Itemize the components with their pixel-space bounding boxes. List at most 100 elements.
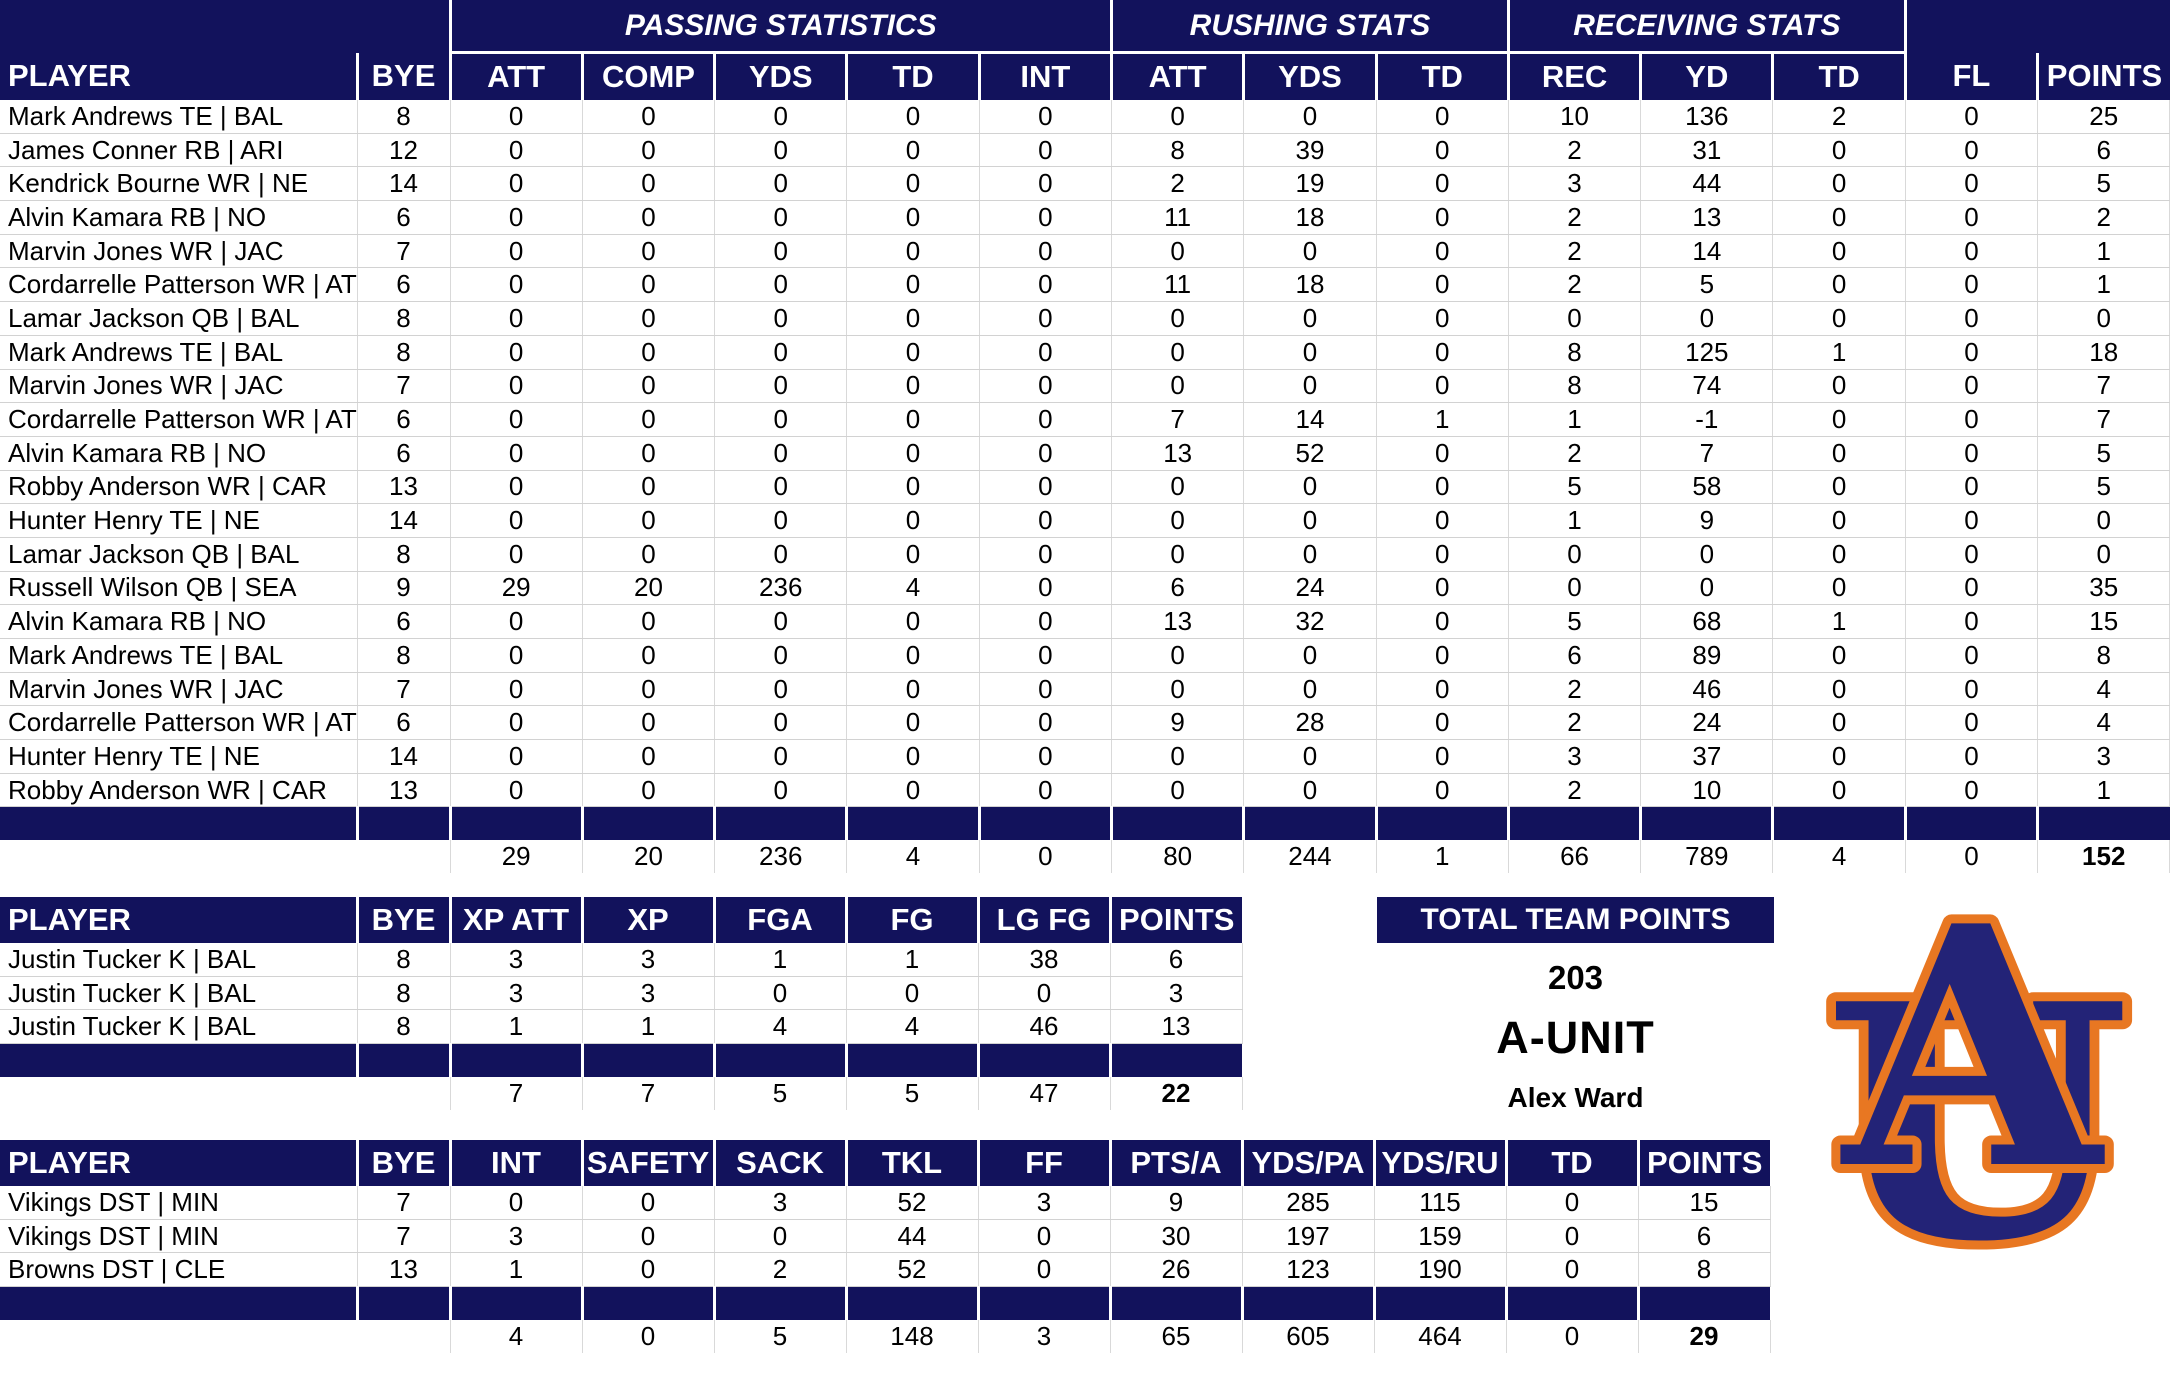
stat-cell[interactable]: 0 (714, 470, 848, 505)
stat-cell[interactable]: 13 (356, 1252, 451, 1288)
stat-cell[interactable]: 31 (1640, 133, 1774, 168)
stat-cell[interactable]: 197 (1241, 1219, 1375, 1254)
column-header[interactable]: SACK (712, 1140, 846, 1186)
column-header[interactable]: FG (844, 897, 978, 943)
stat-cell[interactable]: 0 (714, 537, 848, 572)
column-header[interactable]: INT (977, 52, 1112, 100)
stat-cell[interactable]: 0 (581, 537, 716, 572)
stat-cell[interactable]: 0 (581, 638, 716, 673)
column-header[interactable]: XP ATT (448, 897, 582, 943)
stat-cell[interactable]: 0 (1110, 100, 1245, 134)
total-cell[interactable]: 7 (581, 1076, 715, 1110)
stat-cell[interactable]: 0 (1243, 638, 1377, 673)
stat-cell[interactable]: 9 (1109, 1186, 1243, 1220)
player-cell[interactable]: Marvin Jones WR | JAC (0, 234, 358, 269)
stat-cell[interactable]: 7 (1640, 436, 1774, 471)
total-cell[interactable]: 5 (713, 1076, 847, 1110)
stat-cell[interactable]: 7 (356, 369, 451, 404)
stat-cell[interactable]: 0 (581, 1252, 715, 1288)
stat-cell[interactable]: 0 (1772, 166, 1906, 202)
player-cell[interactable]: Marvin Jones WR | JAC (0, 672, 358, 707)
column-header[interactable]: YDS (713, 52, 847, 100)
stat-cell[interactable]: 0 (978, 335, 1113, 370)
column-header[interactable]: BYE (355, 897, 450, 943)
stat-cell[interactable]: 5 (2037, 166, 2170, 202)
stat-cell[interactable]: 0 (1243, 369, 1377, 404)
stat-cell[interactable]: 4 (2037, 705, 2170, 741)
total-cell[interactable]: 22 (1109, 1076, 1243, 1110)
stat-cell[interactable]: 4 (846, 571, 980, 606)
stat-cell[interactable]: 0 (449, 773, 583, 808)
stat-cell[interactable]: 18 (2037, 335, 2170, 370)
stat-cell[interactable]: 0 (1505, 1186, 1639, 1220)
stat-cell[interactable]: 0 (581, 1219, 715, 1254)
stat-cell[interactable]: 2 (1772, 100, 1906, 134)
stat-cell[interactable]: 8 (1507, 335, 1642, 370)
stat-cell[interactable]: 0 (714, 436, 848, 471)
stat-cell[interactable]: 0 (846, 436, 980, 471)
stat-cell[interactable]: 0 (1772, 503, 1906, 538)
stat-cell[interactable]: 285 (1241, 1186, 1375, 1220)
column-header[interactable]: INT (448, 1140, 582, 1186)
stat-cell[interactable]: 6 (1507, 638, 1642, 673)
total-blank-cell[interactable] (0, 1320, 357, 1353)
stat-cell[interactable]: 0 (714, 335, 848, 370)
stat-cell[interactable]: 6 (1109, 943, 1243, 977)
stat-cell[interactable]: 0 (1772, 739, 1906, 774)
player-cell[interactable]: Alvin Kamara RB | NO (0, 200, 358, 235)
stat-cell[interactable]: 2 (1110, 166, 1245, 202)
stat-cell[interactable]: 5 (1507, 604, 1642, 639)
stat-cell[interactable]: 0 (1243, 335, 1377, 370)
column-header[interactable]: TKL (844, 1140, 978, 1186)
stat-cell[interactable]: 0 (1904, 436, 2039, 471)
stat-cell[interactable]: 0 (978, 402, 1113, 437)
player-cell[interactable]: Justin Tucker K | BAL (0, 943, 358, 977)
total-cell[interactable]: 29 (449, 840, 583, 874)
total-cell[interactable]: 1 (1375, 840, 1509, 874)
column-header[interactable]: POINTS (1636, 1140, 1770, 1186)
stat-cell[interactable]: 13 (1110, 604, 1245, 639)
stat-cell[interactable]: 35 (2037, 571, 2170, 606)
stat-cell[interactable]: 0 (581, 166, 716, 202)
player-cell[interactable]: Kendrick Bourne WR | NE (0, 166, 358, 202)
stat-cell[interactable]: 20 (581, 571, 716, 606)
stat-cell[interactable]: 0 (846, 100, 980, 134)
stat-cell[interactable]: 14 (356, 166, 451, 202)
stat-cell[interactable]: 0 (449, 200, 583, 235)
stat-cell[interactable]: 0 (1772, 705, 1906, 741)
total-blank-cell[interactable] (357, 1077, 450, 1110)
total-cell[interactable]: 5 (713, 1319, 847, 1353)
stat-cell[interactable]: 0 (1904, 200, 2039, 235)
stat-cell[interactable]: 28 (1243, 705, 1377, 741)
player-cell[interactable]: Cordarrelle Patterson WR | ATL (0, 267, 358, 303)
stat-cell[interactable]: 9 (356, 571, 451, 606)
column-header[interactable]: YDS/RU (1372, 1140, 1506, 1186)
stat-cell[interactable]: 3 (449, 976, 583, 1011)
stat-cell[interactable]: 0 (1507, 571, 1642, 606)
stat-cell[interactable]: 0 (1243, 672, 1377, 707)
stat-cell[interactable]: 115 (1373, 1186, 1507, 1220)
stat-cell[interactable]: 7 (356, 1186, 451, 1220)
player-cell[interactable]: Alvin Kamara RB | NO (0, 436, 358, 471)
stat-cell[interactable]: 0 (846, 200, 980, 235)
stat-cell[interactable]: 8 (2037, 638, 2170, 673)
stat-cell[interactable]: 0 (1772, 571, 1906, 606)
column-header[interactable]: XP (580, 897, 714, 943)
stat-cell[interactable]: 0 (714, 369, 848, 404)
stat-cell[interactable]: 0 (978, 773, 1113, 808)
stat-cell[interactable]: 7 (356, 672, 451, 707)
total-cell[interactable]: 148 (845, 1319, 979, 1353)
player-cell[interactable]: Russell Wilson QB | SEA (0, 571, 358, 606)
player-cell[interactable]: Justin Tucker K | BAL (0, 976, 358, 1011)
total-cell[interactable]: 3 (977, 1319, 1111, 1353)
stat-cell[interactable]: 123 (1241, 1252, 1375, 1288)
total-cell[interactable]: 0 (978, 840, 1113, 874)
stat-cell[interactable]: 0 (846, 369, 980, 404)
stat-cell[interactable]: 0 (1110, 335, 1245, 370)
player-cell[interactable]: Hunter Henry TE | NE (0, 503, 358, 538)
stat-cell[interactable]: 8 (356, 1009, 451, 1045)
stat-cell[interactable]: 0 (977, 976, 1111, 1011)
stat-cell[interactable]: 0 (846, 604, 980, 639)
stat-cell[interactable]: 0 (713, 1219, 847, 1254)
stat-cell[interactable]: 6 (356, 705, 451, 741)
